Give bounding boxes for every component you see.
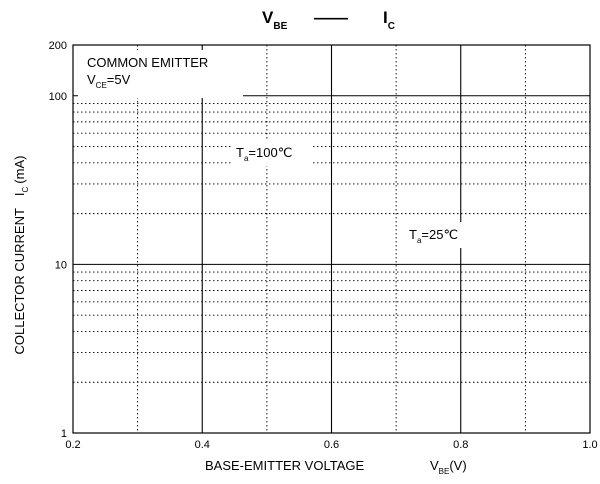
curve-100-sub: a	[244, 154, 249, 163]
condition-vce: VCE=5V	[87, 72, 131, 90]
chart-title-right: IC	[383, 8, 395, 32]
title-left-symbol: V	[262, 8, 274, 27]
x-tick-label: 1.0	[582, 439, 597, 451]
x-axis-unit: (V)	[449, 458, 466, 473]
tick-labels: 0.2 0.4 0.6 0.8 1.0 1 10 100 200	[49, 40, 598, 451]
grid-lines	[73, 45, 590, 433]
y-tick-label: 100	[49, 91, 67, 103]
y-axis-symbol: I	[12, 192, 27, 196]
title-left-sub: BE	[273, 21, 287, 32]
x-axis-symbol: V	[430, 458, 439, 473]
x-axis-symbol-sub: BE	[439, 467, 450, 476]
curve-label-100: Ta=100℃	[236, 145, 292, 163]
curve-100-value: =100℃	[248, 145, 292, 160]
x-tick-label: 0.4	[195, 439, 210, 451]
curve-25-sub: a	[417, 236, 422, 245]
chart-title: VBE	[262, 8, 288, 32]
y-axis-label: COLLECTOR CURRENT IC (mA)	[12, 156, 30, 355]
x-axis-symbol-label: VBE(V)	[430, 458, 467, 476]
x-tick-label: 0.6	[324, 439, 339, 451]
x-tick-label: 0.8	[453, 439, 468, 451]
y-tick-label: 10	[55, 259, 67, 271]
curve-25-symbol: T	[409, 227, 417, 242]
x-axis-label: BASE-EMITTER VOLTAGE	[205, 458, 364, 473]
curve-label-25: Ta=25℃	[409, 227, 458, 245]
plot-frame	[72, 44, 591, 434]
condition-value: =5V	[107, 72, 131, 87]
title-separator: ——	[314, 8, 348, 27]
x-tick-label: 0.2	[65, 439, 80, 451]
curve-100-symbol: T	[236, 145, 244, 160]
curve-25-value: =25℃	[421, 227, 458, 242]
y-tick-label: 200	[49, 40, 67, 52]
condition-sub: CE	[96, 81, 107, 90]
y-axis-prefix: COLLECTOR CURRENT	[12, 208, 27, 354]
label-100-bg	[232, 140, 312, 166]
label-25-bg	[405, 222, 477, 248]
condition-box	[78, 50, 243, 98]
y-axis-symbol-sub: C	[21, 186, 30, 192]
title-right-sub: C	[388, 21, 395, 32]
condition-symbol: V	[87, 72, 96, 87]
title-right-symbol: I	[383, 8, 388, 27]
condition-title: COMMON EMITTER	[87, 55, 208, 70]
y-tick-label: 1	[61, 428, 67, 440]
y-axis-unit: (mA)	[12, 156, 27, 184]
